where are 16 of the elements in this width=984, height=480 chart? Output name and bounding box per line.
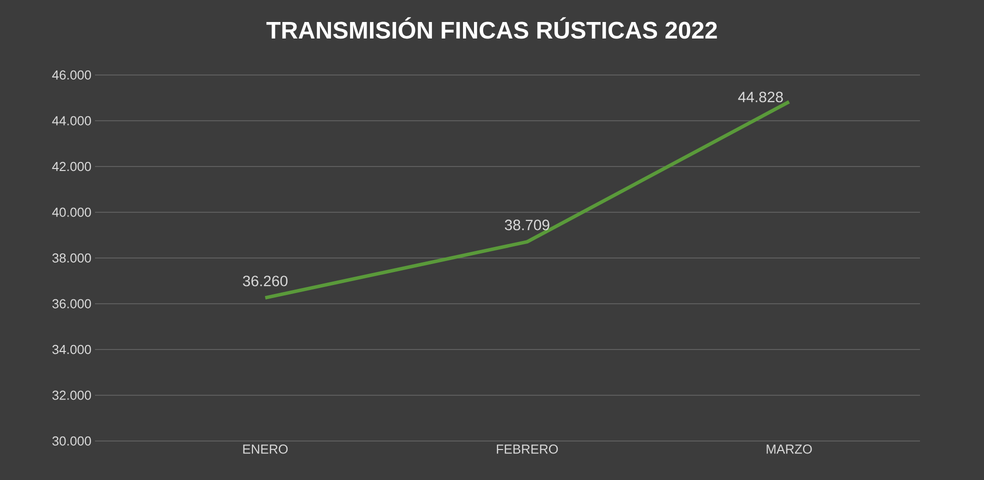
y-tick-label: 32.000	[52, 390, 91, 400]
data-label: 38.709	[504, 220, 550, 230]
y-tick-label: 34.000	[52, 344, 91, 354]
y-tick-label: 30.000	[52, 436, 91, 446]
y-tick-label: 36.000	[52, 299, 91, 308]
x-tick-label: MARZO	[766, 444, 812, 454]
data-label: 36.260	[242, 276, 288, 286]
data-label: 44.828	[738, 92, 783, 102]
y-tick-label: 46.000	[52, 70, 91, 80]
y-tick-label: 40.000	[52, 208, 91, 217]
chart-title: TRANSMISIÓN FINCAS RÚSTICAS 2022	[266, 17, 717, 39]
y-tick-label: 44.000	[52, 116, 91, 126]
x-tick-label: FEBRERO	[496, 444, 558, 454]
x-tick-label: ENERO	[243, 444, 288, 454]
y-tick-label: 38.000	[52, 253, 91, 263]
y-tick-label: 42.000	[52, 162, 91, 172]
